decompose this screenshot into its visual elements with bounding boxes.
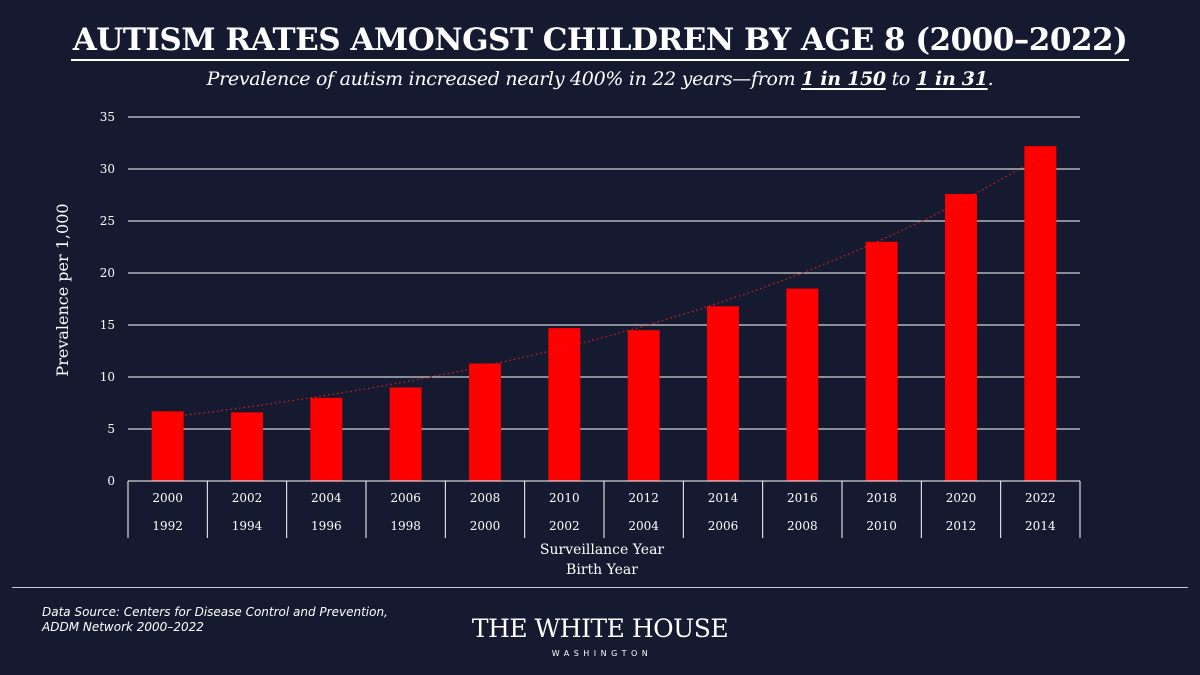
x-tick-label: 2014 — [708, 491, 739, 505]
chart-subtitle: Prevalence of autism increased nearly 40… — [0, 66, 1200, 92]
bar-2016 — [786, 288, 819, 481]
bar-2014 — [707, 306, 739, 481]
subtitle-to: 1 in 31 — [915, 68, 988, 90]
logo-name: THE WHITE HOUSE — [471, 614, 729, 643]
y-tick-label: 10 — [100, 370, 115, 384]
x-tick-label: 2010 — [549, 491, 580, 505]
x-tick-label: 2006 — [390, 491, 421, 505]
x-tick-label: 2004 — [311, 491, 342, 505]
gridlines — [128, 116, 1080, 482]
x-birth-year-label: 2008 — [787, 519, 818, 533]
x-birth-year-label: 2010 — [866, 519, 897, 533]
x-tick-label: 2002 — [232, 491, 263, 505]
y-tick-label: 25 — [100, 214, 115, 228]
x-tick-label: 2016 — [787, 491, 818, 505]
x-tick-label: 2022 — [1025, 491, 1056, 505]
x-birth-year-label: 2004 — [628, 519, 659, 533]
x-birth-year-label: 2014 — [1025, 519, 1056, 533]
x-birth-year-label: 2002 — [549, 519, 580, 533]
bar-2004 — [310, 397, 343, 481]
footer-divider — [12, 587, 1188, 588]
chart-title: AUTISM RATES AMONGST CHILDREN BY AGE 8 (… — [0, 20, 1200, 61]
x-birth-year-label: 2006 — [708, 519, 739, 533]
x-birth-year-label: 1998 — [390, 519, 421, 533]
bar-2006 — [389, 387, 422, 481]
x-birth-year-label: 1996 — [311, 519, 342, 533]
y-axis-title: Prevalence per 1,000 — [53, 203, 72, 376]
x-tick-label: 2020 — [946, 491, 977, 505]
x-tick-label: 2018 — [866, 491, 897, 505]
x-birth-year-label: 1994 — [232, 519, 263, 533]
bar-2012 — [627, 330, 660, 481]
x-axis-title-birth: Birth Year — [566, 562, 638, 578]
bar-2020 — [945, 193, 977, 481]
data-source-line-2: ADDM Network 2000–2022 — [42, 620, 204, 634]
data-source-line-1: Data Source: Centers for Disease Control… — [42, 605, 388, 619]
y-tick-label: 0 — [107, 474, 115, 488]
x-axis-table: 2000 1992 2002 1994 2004 1996 2006 1998 2008 2000… — [127, 480, 1081, 538]
x-tick-label: 2008 — [470, 491, 501, 505]
bar-2002 — [231, 412, 263, 481]
trendline-path — [167, 156, 1041, 418]
bar-2010 — [548, 328, 581, 481]
x-birth-year-label: 2012 — [946, 519, 977, 533]
y-tick-label: 35 — [100, 110, 115, 124]
logo-subtitle: WASHINGTON — [551, 649, 653, 658]
x-axis-title: Surveillance Year — [540, 542, 665, 558]
white-house-logo: THE WHITE HOUSE WASHINGTON — [0, 614, 1200, 660]
chart-title-text: AUTISM RATES AMONGST CHILDREN BY AGE 8 (… — [70, 21, 1130, 61]
subtitle-suffix: . — [987, 68, 994, 90]
y-tick-label: 5 — [107, 422, 115, 436]
y-tick-label: 15 — [100, 318, 115, 332]
y-tick-label: 20 — [100, 266, 115, 280]
bar-2018 — [865, 241, 898, 481]
subtitle-from: 1 in 150 — [801, 68, 886, 90]
bars — [151, 146, 1057, 481]
y-tick-label: 30 — [100, 162, 115, 176]
data-source: Data Source: Centers for Disease Control… — [42, 605, 388, 635]
x-tick-label: 2000 — [152, 491, 183, 505]
trendline — [167, 156, 1041, 418]
x-tick-label: 2012 — [628, 491, 659, 505]
subtitle-mid: to — [885, 68, 916, 90]
x-birth-year-label: 2000 — [470, 519, 501, 533]
bar-2000 — [151, 411, 184, 481]
y-axis-ticks: 0 5 10 15 20 25 30 35 — [100, 110, 115, 488]
bar-2008 — [469, 363, 501, 481]
subtitle-prefix: Prevalence of autism increased nearly 40… — [206, 68, 802, 90]
x-birth-year-label: 1992 — [152, 519, 183, 533]
bar-2022 — [1024, 146, 1057, 481]
